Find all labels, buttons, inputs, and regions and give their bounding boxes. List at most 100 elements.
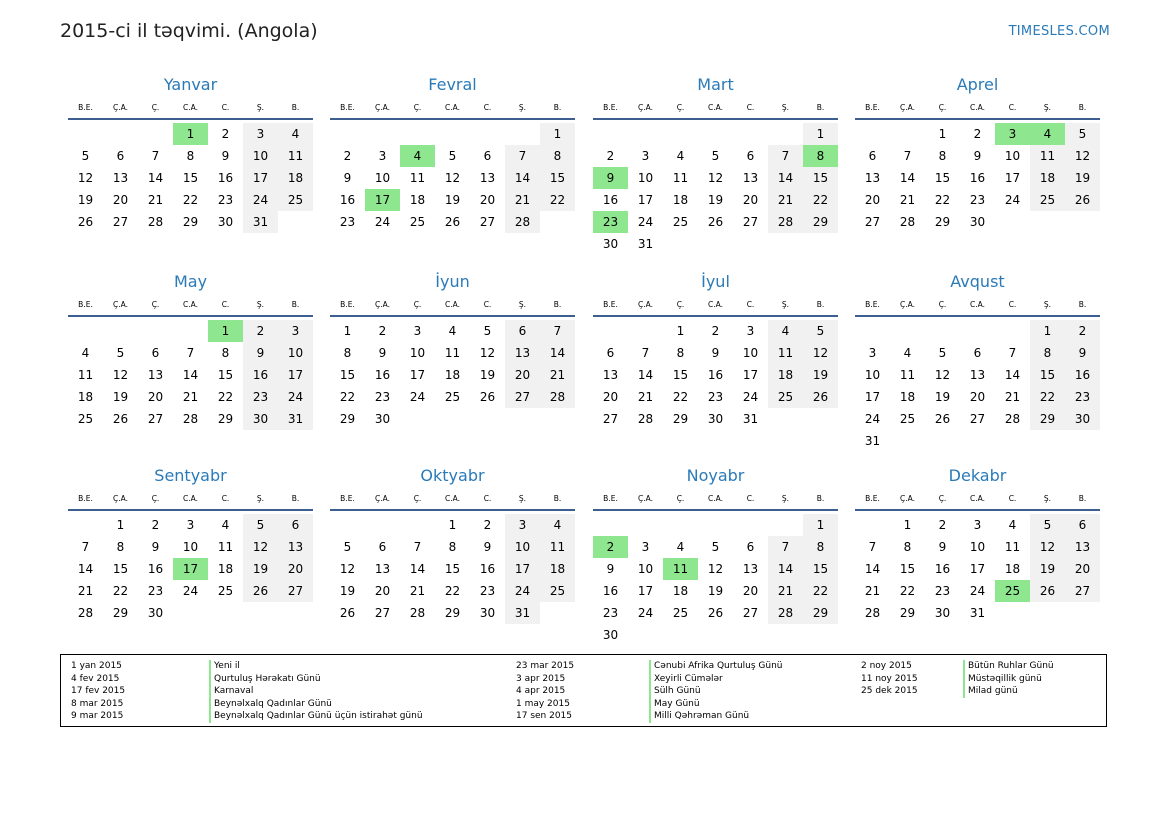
day-cell: 22 [217, 390, 234, 404]
day-cell: 1 [938, 127, 947, 141]
legend-holiday-name: Bütün Ruhlar Günü [963, 660, 1054, 673]
day-cell: 7 [641, 346, 650, 360]
day-cell: 26 [707, 215, 724, 229]
day-cell: 2 [711, 324, 720, 338]
empty-cell [593, 123, 628, 145]
month-name: Sentyabr [154, 466, 227, 485]
day-cell: 17 [278, 364, 313, 386]
day-cell: 15 [217, 368, 234, 382]
weekday-label: C.A. [707, 494, 723, 503]
day-cell: 19 [112, 390, 129, 404]
legend-date: 3 apr 2015 [516, 673, 566, 684]
day-cell: 13 [278, 536, 313, 558]
weekday-header: B.E. Ç.A. Ç. C.A. C. Ş. B. [593, 492, 838, 511]
day-cell: 18 [409, 193, 426, 207]
day-cell: 11 [672, 171, 689, 185]
day-cell: 31 [742, 412, 759, 426]
day-cell: 24 [243, 189, 278, 211]
day-cell: 22 [934, 193, 951, 207]
day-cell: 7 [1008, 346, 1017, 360]
day-cell: 16 [707, 368, 724, 382]
day-cell: 20 [112, 193, 129, 207]
day-cell: 26 [444, 215, 461, 229]
day-cell: 12 [707, 562, 724, 576]
day-cell: 28 [899, 215, 916, 229]
weekday-label: Ç.A. [899, 300, 915, 309]
weekday-label: Ş. [518, 103, 527, 112]
weekday-label: Ç. [676, 494, 685, 503]
day-cell: 1 [343, 324, 352, 338]
weekday-label: B. [1078, 300, 1087, 309]
day-cell: 2 [483, 518, 492, 532]
day-grid: 1 2 3 4 5 6 7 8 9 10 11 12 13 14 15 16 17 18 19 20 21 22 23 24 2… [593, 514, 838, 646]
empty-cell [768, 514, 803, 536]
day-cell: 20 [505, 364, 540, 386]
day-cell: 20 [602, 390, 619, 404]
day-cell: 3 [868, 346, 877, 360]
day-cell: 7 [540, 320, 575, 342]
weekday-label: Ç.A. [374, 103, 390, 112]
weekday-label: C.A. [969, 494, 985, 503]
day-cell: 23 [969, 193, 986, 207]
weekday-label: Ş. [256, 494, 265, 503]
day-cell: 5 [116, 346, 125, 360]
day-cell: 19 [707, 193, 724, 207]
day-cell: 4 [903, 346, 912, 360]
legend-holiday-name: Milad günü [963, 685, 1054, 698]
day-cell: 23 [339, 215, 356, 229]
weekday-label: Ç. [151, 494, 160, 503]
weekday-label: B. [553, 494, 562, 503]
day-cell: 12 [1065, 145, 1100, 167]
day-cell: 23 [243, 386, 278, 408]
empty-cell [663, 514, 698, 536]
day-cell: 18 [77, 390, 94, 404]
day-cell: 12 [339, 562, 356, 576]
site-link[interactable]: TIMESLES.COM [1008, 24, 1110, 39]
day-cell: 12 [112, 368, 129, 382]
day-cell: 3 [641, 149, 650, 163]
day-cell: 24 [409, 390, 426, 404]
day-cell: 4 [676, 540, 685, 554]
day-cell: 5 [938, 346, 947, 360]
day-cell: 23 [374, 390, 391, 404]
month-name: İyun [435, 272, 470, 291]
empty-cell [628, 514, 663, 536]
day-cell: 14 [1004, 368, 1021, 382]
holiday-legend: 1 yan 2015 4 fev 2015 17 fev 2015 8 mar 201… [60, 654, 1107, 727]
day-cell: 5 [448, 149, 457, 163]
day-cell: 3 [378, 149, 387, 163]
empty-cell [698, 514, 733, 536]
weekday-label: B.E. [603, 103, 618, 112]
day-cell: 23 [147, 584, 164, 598]
day-cell: 16 [969, 171, 986, 185]
day-cell: 27 [864, 215, 881, 229]
day-cell: 13 [742, 171, 759, 185]
legend-date: 9 mar 2015 [71, 711, 124, 722]
month-block: Noyabr B.E. Ç.A. Ç. C.A. C. Ş. B. 1 2 3 4 5 6 7 8 9 10 11 1… [593, 465, 838, 646]
month-name: Fevral [428, 75, 477, 94]
weekday-label: B.E. [78, 494, 93, 503]
day-cell: 4 [81, 346, 90, 360]
legend-dates-column: 23 mar 2015 3 apr 2015 4 apr 2015 1 may 201… [516, 660, 574, 723]
day-cell: 4 [676, 149, 685, 163]
day-cell: 6 [606, 346, 615, 360]
weekday-label: B. [816, 103, 825, 112]
day-cell: 26 [243, 580, 278, 602]
weekday-label: C.A. [707, 103, 723, 112]
day-cell: 18 [1004, 562, 1021, 576]
day-cell: 25 [672, 215, 689, 229]
day-cell: 16 [147, 562, 164, 576]
day-cell: 10 [182, 540, 199, 554]
day-cell: 1 [448, 518, 457, 532]
day-cell: 12 [1030, 536, 1065, 558]
day-cell: 4 [221, 518, 230, 532]
day-cell: 25 [672, 606, 689, 620]
weekday-label: B. [816, 300, 825, 309]
day-cell: 9 [1065, 342, 1100, 364]
day-cell: 28 [864, 606, 881, 620]
empty-cell [173, 320, 208, 342]
day-cell: 14 [768, 167, 803, 189]
day-cell: 14 [505, 167, 540, 189]
day-cell: 9 [711, 346, 720, 360]
day-cell: 27 [969, 412, 986, 426]
